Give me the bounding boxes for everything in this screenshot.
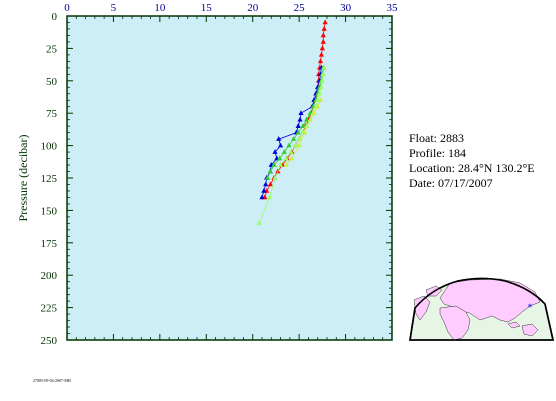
series-point [267, 168, 273, 174]
series-point [297, 116, 303, 122]
series-point [272, 175, 278, 180]
series-line [264, 22, 326, 198]
series-point [256, 220, 262, 226]
series-point [319, 45, 325, 51]
world-map-inset: * [409, 277, 554, 341]
y-tick-label: 50 [46, 76, 58, 88]
series-point [296, 136, 302, 141]
y-tick-label: 250 [41, 335, 58, 347]
series-point [303, 123, 310, 128]
y-tick-label: 0 [52, 11, 58, 23]
series-point [315, 103, 321, 109]
plot-area [67, 16, 392, 340]
series-point [295, 129, 301, 135]
series-point [288, 149, 294, 154]
series-point [283, 155, 289, 161]
y-tick-label: 100 [41, 141, 58, 153]
series-point [320, 71, 326, 77]
series-point [261, 187, 267, 193]
y-tick-label: 25 [46, 43, 58, 55]
series-point [267, 181, 273, 187]
map-landmass-australia [521, 323, 539, 337]
series-point [263, 181, 269, 187]
location: Location: 28.4°N 130.2°E [409, 161, 535, 175]
map-landmass-africa [439, 305, 471, 341]
series-point [276, 136, 282, 141]
series-point [322, 19, 328, 25]
series-point [295, 123, 301, 128]
float-location-marker: * [528, 303, 533, 313]
series-point [317, 58, 324, 64]
x-tick-label: 10 [154, 2, 166, 14]
series-point [271, 162, 277, 167]
series-point [259, 194, 265, 200]
footer-code: 27085-09-04-2007-MH [33, 378, 71, 383]
y-axis-label: Pressure (decibar) [16, 135, 30, 222]
x-tick-label: 35 [387, 2, 399, 14]
series-layer [256, 19, 328, 226]
series-point [277, 142, 284, 148]
series-point [281, 149, 287, 154]
x-tick-label: 30 [340, 2, 352, 14]
series-point [283, 162, 289, 167]
axes-layer: 0 5 10 15 20 25 30 35 0 25 50 75 100 125 150 175 200 225 2… [41, 2, 399, 347]
series-point [319, 77, 325, 83]
y-tick-label: 150 [41, 205, 58, 217]
date: Date: 07/17/2007 [409, 176, 493, 190]
map-islands-indonesia [507, 321, 521, 329]
series-point [266, 194, 273, 200]
map-landmass-americas [413, 295, 431, 321]
profile-number: Profile: 184 [409, 146, 466, 160]
y-tick-label: 125 [41, 173, 58, 185]
y-tick-label: 75 [46, 108, 58, 120]
series-point [298, 110, 304, 115]
series-point [307, 116, 313, 122]
x-tick-label: 20 [247, 2, 259, 14]
series-point [277, 155, 283, 161]
x-tick-label: 25 [294, 2, 306, 14]
float-info-panel: Float: 2883 Profile: 184 Location: 28.4°… [409, 131, 535, 191]
series-point [316, 90, 323, 96]
y-tick-label: 175 [41, 238, 58, 250]
series-point [318, 51, 325, 57]
series-point [302, 129, 308, 135]
series-point [272, 149, 278, 154]
series-point [296, 142, 302, 148]
series-point [318, 84, 325, 90]
series-point [290, 136, 297, 141]
series-point [320, 38, 326, 44]
map-outline [409, 277, 554, 341]
series-point [264, 175, 271, 180]
series-point [321, 64, 327, 70]
x-tick-label: 15 [201, 2, 213, 14]
series-point [317, 97, 324, 103]
series-point [320, 32, 326, 38]
y-tick-label: 200 [41, 270, 58, 282]
x-tick-label: 0 [64, 2, 70, 14]
series-point [303, 116, 310, 122]
series-point [277, 162, 284, 167]
y-tick-label: 225 [41, 303, 58, 315]
float-id: Float: 2883 [409, 131, 465, 145]
series-point [289, 155, 295, 161]
series-point [311, 110, 317, 115]
x-tick-label: 5 [111, 2, 117, 14]
series-point [286, 142, 292, 148]
series-point [321, 25, 327, 31]
series-point [292, 142, 299, 148]
series-point [300, 123, 306, 128]
